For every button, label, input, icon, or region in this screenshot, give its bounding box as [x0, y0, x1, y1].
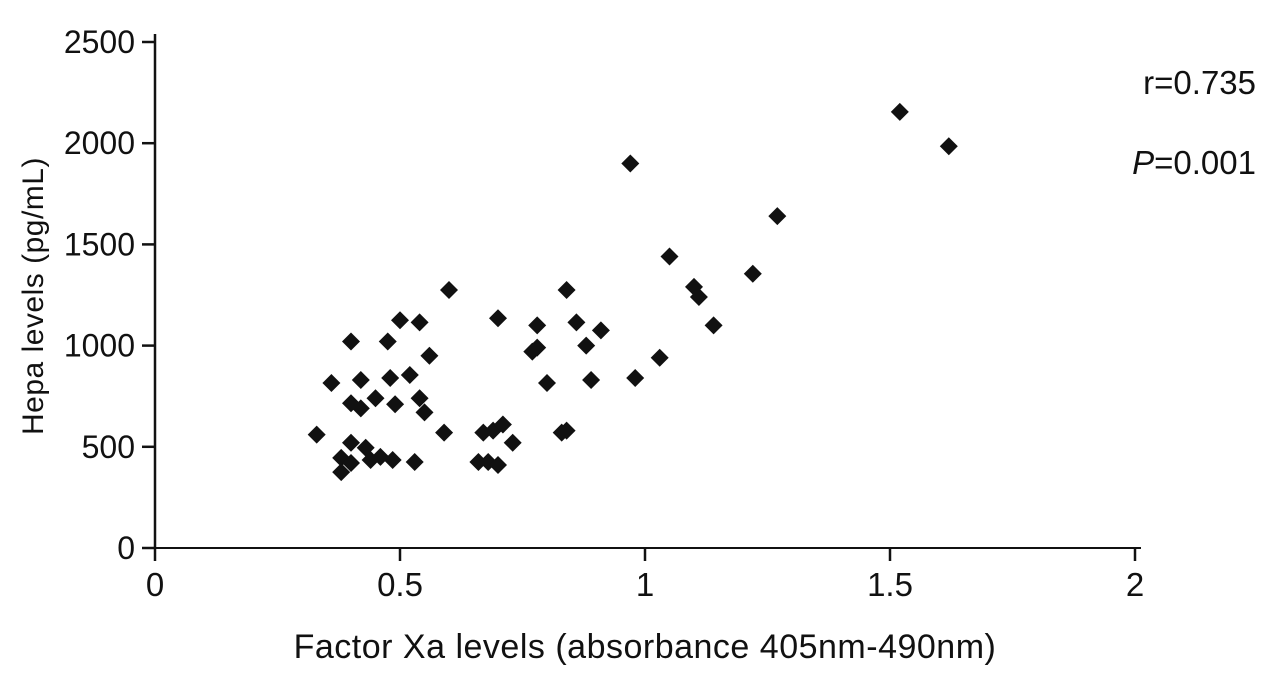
- y-tick-label: 2500: [64, 24, 135, 60]
- scatter-point: [400, 365, 419, 384]
- scatter-point: [538, 374, 556, 393]
- scatter-point: [435, 423, 454, 442]
- scatter-point: [322, 374, 341, 393]
- scatter-point: [342, 332, 360, 351]
- y-tick-label: 2000: [64, 125, 135, 161]
- scatter-point: [489, 456, 507, 475]
- scatter-point: [381, 368, 400, 387]
- scatter-point: [503, 433, 522, 452]
- scatter-point: [410, 389, 429, 408]
- x-tick-label: 1.5: [867, 566, 913, 603]
- y-tick-label: 1500: [64, 226, 135, 262]
- scatter-point: [577, 336, 596, 355]
- x-tick-label: 0.5: [377, 566, 423, 603]
- scatter-point: [307, 425, 326, 444]
- scatter-point: [591, 321, 610, 340]
- scatter-point: [528, 338, 547, 357]
- scatter-point: [366, 389, 385, 408]
- scatter-point: [582, 371, 601, 390]
- scatter-point: [493, 415, 512, 434]
- x-axis-title: Factor Xa levels (absorbance 405nm-490nm…: [293, 628, 997, 666]
- p-value-annotation: P=0.001: [1132, 144, 1256, 181]
- scatter-point: [557, 280, 576, 299]
- scatter-point: [621, 154, 640, 173]
- scatter-point: [391, 311, 409, 330]
- scatter-point: [469, 452, 488, 471]
- scatter-point: [383, 450, 402, 469]
- scatter-point: [332, 463, 351, 482]
- scatter-point: [386, 395, 405, 414]
- scatter-point: [342, 453, 360, 472]
- scatter-point: [704, 316, 723, 335]
- scatter-point: [743, 264, 762, 283]
- scatter-point: [660, 247, 679, 266]
- y-axis: 0 500 1000 1500 2000 2500: [64, 24, 157, 566]
- x-tick-label: 0: [146, 566, 164, 603]
- scatter-point: [567, 313, 586, 332]
- scatter-point: [890, 102, 909, 121]
- correlation-annotation: r=0.735: [1143, 64, 1256, 101]
- scatter-point: [351, 399, 370, 418]
- scatter-point: [689, 288, 708, 307]
- scatter-point: [626, 368, 645, 387]
- scatter-point: [405, 452, 424, 471]
- scatter-point: [351, 371, 370, 390]
- scatter-point: [410, 313, 429, 332]
- x-axis: 0 0.5 1 1.5 2: [146, 547, 1144, 603]
- data-points: [307, 102, 958, 482]
- scatter-point: [528, 316, 547, 335]
- y-axis-title: Hepa levels (pg/mL): [17, 157, 50, 435]
- x-tick-label: 2: [1126, 566, 1144, 603]
- scatter-point: [420, 346, 439, 365]
- scatter-point: [342, 433, 360, 452]
- scatter-point: [489, 309, 507, 328]
- x-tick-label: 1: [636, 566, 654, 603]
- scatter-point: [378, 332, 397, 351]
- scatter-point: [650, 348, 669, 367]
- scatter-point: [371, 447, 390, 466]
- y-tick-label: 500: [82, 429, 135, 465]
- scatter-point: [768, 207, 787, 226]
- y-tick-label: 0: [117, 530, 135, 566]
- scatter-point: [939, 137, 958, 156]
- scatter-point: [557, 421, 576, 440]
- italic-symbol: P: [1132, 144, 1155, 181]
- y-tick-label: 1000: [64, 328, 135, 364]
- scatter-point: [440, 280, 458, 299]
- scatter-point: [415, 403, 434, 422]
